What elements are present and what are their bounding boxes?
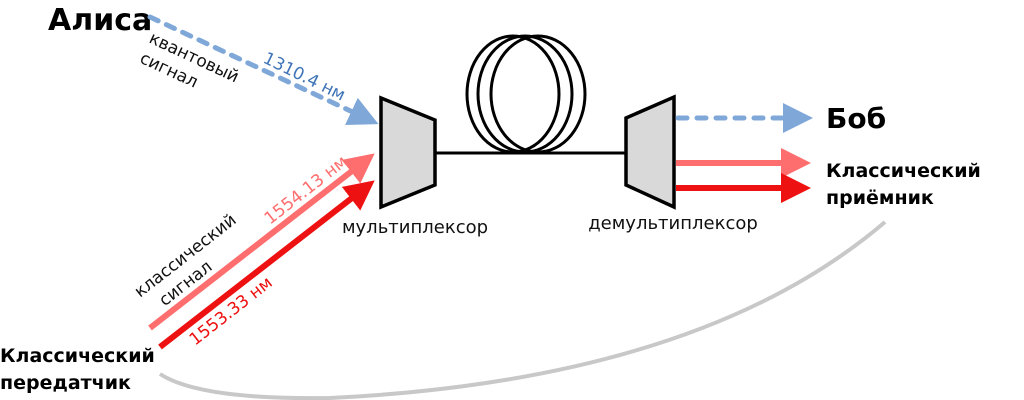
alice-label: Алиса bbox=[48, 3, 152, 38]
quantum-wavelength: 1310.4 нм bbox=[260, 49, 349, 106]
demultiplexer-label: демультиплексор bbox=[588, 213, 758, 234]
transmitter-label-2: передатчик bbox=[0, 372, 131, 394]
quantum-signal-label: квантовый сигнал bbox=[137, 28, 242, 92]
classical-wavelength-1: 1554.13 нм bbox=[261, 152, 352, 229]
demultiplexer bbox=[624, 94, 676, 210]
classical-signal-arrow-1554 bbox=[148, 153, 375, 331]
quantum-signal-arrow-in bbox=[147, 14, 379, 125]
receiver-label-1: Классический bbox=[826, 160, 981, 182]
bob-label: Боб bbox=[826, 102, 886, 135]
multiplexer-label: мультиплексор bbox=[342, 217, 488, 238]
multiplexer bbox=[379, 95, 437, 210]
classical-signal-arrow-1553 bbox=[158, 180, 375, 350]
classical-feedback-curve bbox=[158, 220, 887, 400]
receiver-label-2: приёмник bbox=[826, 187, 934, 209]
fiber-coil-icon bbox=[465, 34, 587, 154]
transmitter-label-1: Классический bbox=[0, 345, 155, 367]
